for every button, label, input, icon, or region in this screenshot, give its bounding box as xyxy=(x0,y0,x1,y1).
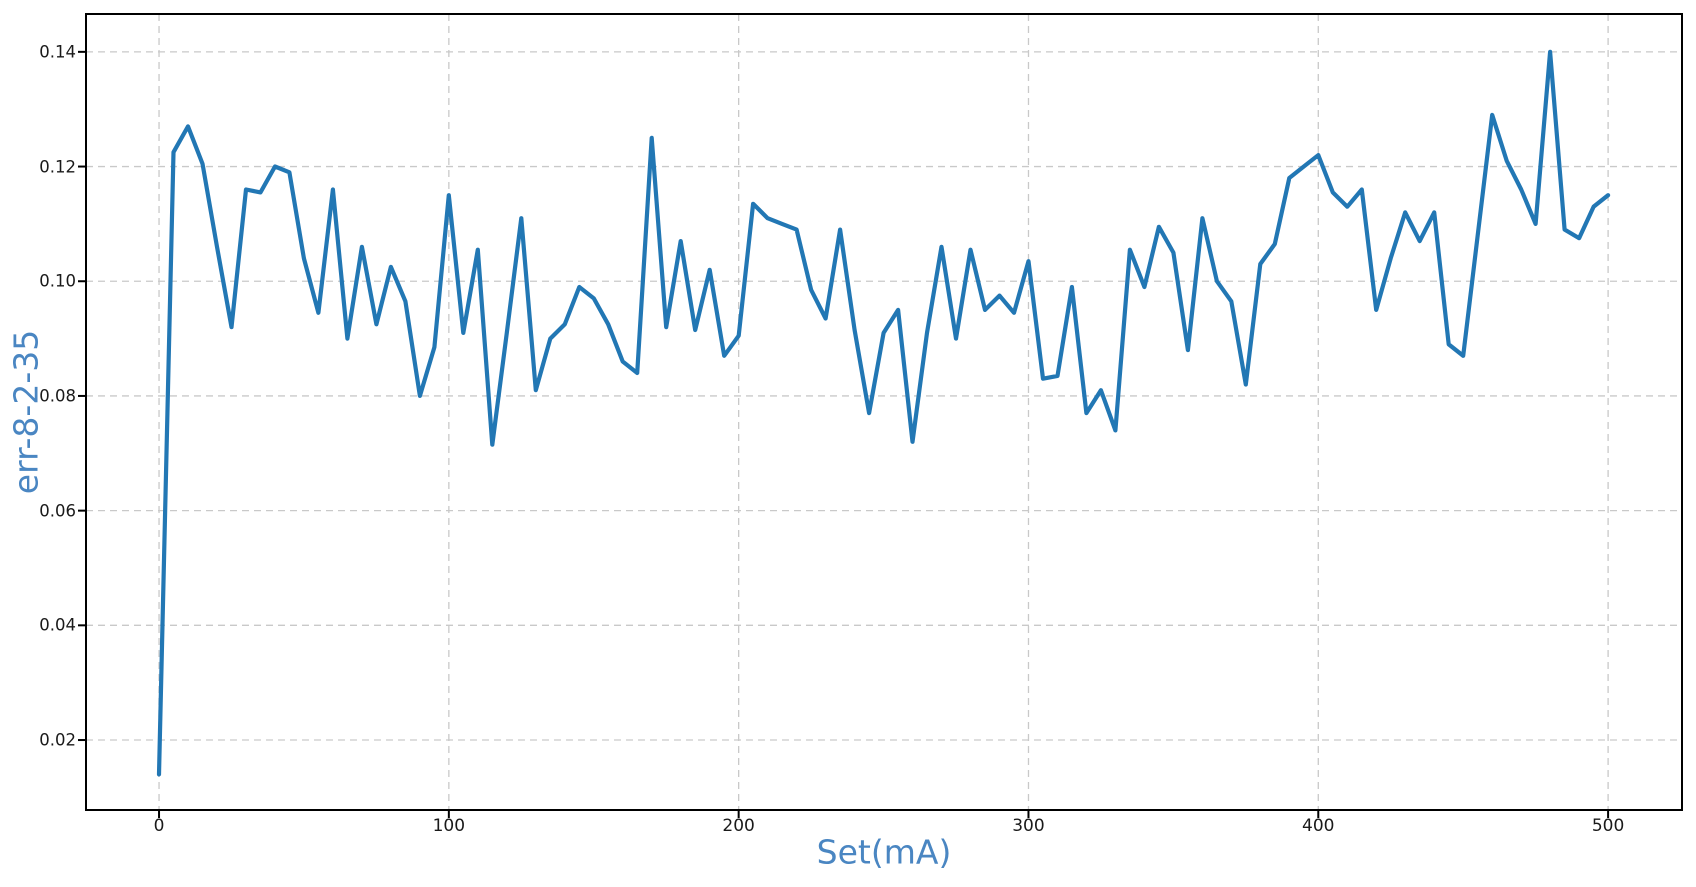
y-tick-label: 0.02 xyxy=(39,730,76,750)
y-tick-label: 0.06 xyxy=(39,501,76,521)
y-tick-label: 0.08 xyxy=(39,386,76,406)
x-tick-label: 200 xyxy=(722,816,755,836)
x-tick-label: 0 xyxy=(153,816,165,836)
y-tick-label: 0.04 xyxy=(39,615,76,635)
x-tick-label: 300 xyxy=(1012,816,1045,836)
plot-border xyxy=(85,13,1683,811)
x-axis-label: Set(mA) xyxy=(816,832,952,872)
x-tick-label: 400 xyxy=(1302,816,1335,836)
x-tick-label: 100 xyxy=(432,816,466,836)
x-tick-label: 500 xyxy=(1591,816,1625,836)
y-axis-label: err-8-2-35 xyxy=(6,329,46,495)
y-tick-label: 0.12 xyxy=(39,157,76,177)
y-tick-label: 0.10 xyxy=(39,271,76,291)
data-line xyxy=(156,49,1611,777)
y-tick-label: 0.14 xyxy=(39,42,76,62)
